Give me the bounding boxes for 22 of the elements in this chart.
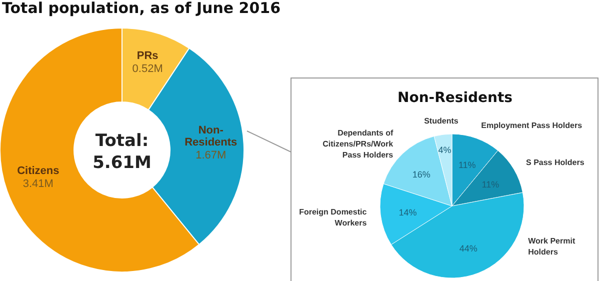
text: Total: (95, 131, 149, 151)
slice-label: PRs (136, 50, 158, 62)
data-label: 3.41M (22, 178, 54, 190)
data-label: 11% (482, 179, 500, 190)
slice-label: Work Permit Holders (528, 236, 576, 256)
data-label: 11% (458, 160, 476, 170)
slice-label: Citizens (17, 164, 60, 177)
data-label: 4% (438, 144, 452, 155)
text: 5.61M (92, 153, 152, 173)
chart-title: Total population, as of June 2016 (2, 0, 281, 17)
slice-label: Non-Residents (184, 124, 238, 149)
slice-label: S Pass Holders (526, 158, 585, 168)
slice-label: Employment Pass Holders (481, 121, 583, 130)
data-label: 16% (412, 169, 430, 180)
chart-title: Non-Residents (397, 90, 513, 106)
data-label: 44% (459, 244, 478, 254)
slice-label: Students (424, 116, 459, 126)
data-label: 0.52M (132, 62, 163, 75)
slice-label: Foreign Domestic Workers (299, 207, 368, 228)
data-label: 14% (398, 208, 417, 218)
slice-label: Dependants of Citizens/PRs/Work Pass Holders (322, 128, 394, 160)
data-label: 1.67M (196, 150, 226, 162)
